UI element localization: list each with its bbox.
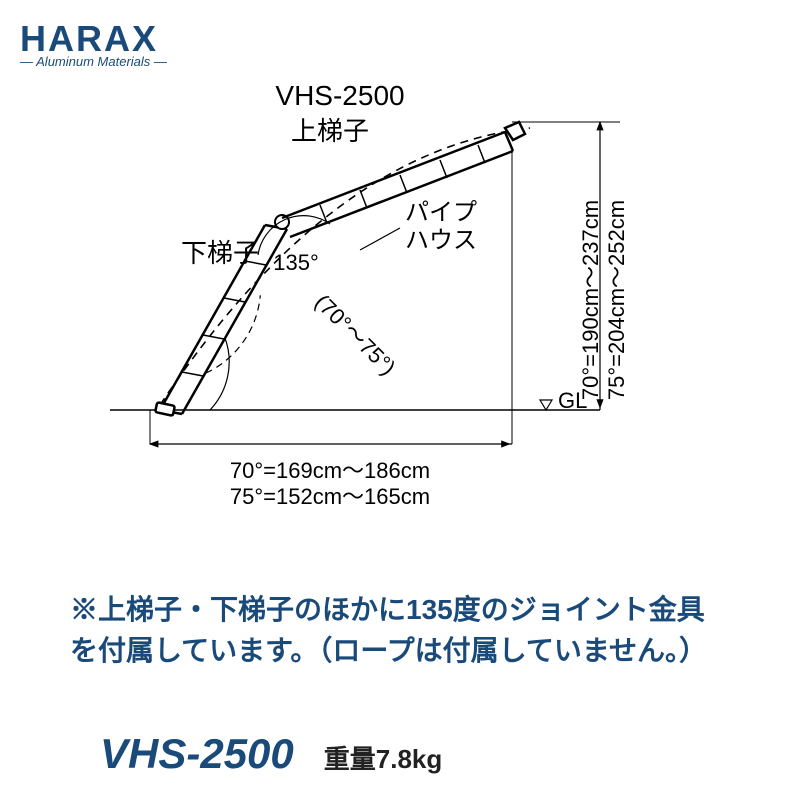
width-dim-70: 70°=169cm～186cm <box>230 458 430 483</box>
gl-marker-icon <box>540 400 552 410</box>
angle-135-label: 135° <box>273 250 319 275</box>
product-model: VHS-2500 <box>100 730 294 778</box>
pipe-house-label-1: パイプ <box>405 199 477 226</box>
technical-diagram: GL 70°=190cm～237 <box>0 0 800 800</box>
pipe-house-label-2: ハウス <box>405 227 477 254</box>
lean-angle-label: (70°～75°) <box>310 289 401 380</box>
pipe-house-leader <box>360 228 400 250</box>
product-weight: 重量7.8kg <box>324 739 443 776</box>
footer-note: ※上梯子・下梯子のほかに135度のジョイント金具を付属しています。（ロープは付属… <box>70 590 730 671</box>
product-row: VHS-2500 重量7.8kg <box>100 730 442 778</box>
upper-ladder-label: 上梯子 <box>291 116 369 146</box>
width-dim-75: 75°=152cm～165cm <box>230 484 430 509</box>
height-dim-70: 70°=190cm～237cm <box>578 200 603 400</box>
height-dim-75: 75°=204cm～252cm <box>604 200 629 400</box>
lower-ladder-label: 下梯子 <box>181 238 259 268</box>
model-label: VHS-2500 <box>275 80 404 111</box>
